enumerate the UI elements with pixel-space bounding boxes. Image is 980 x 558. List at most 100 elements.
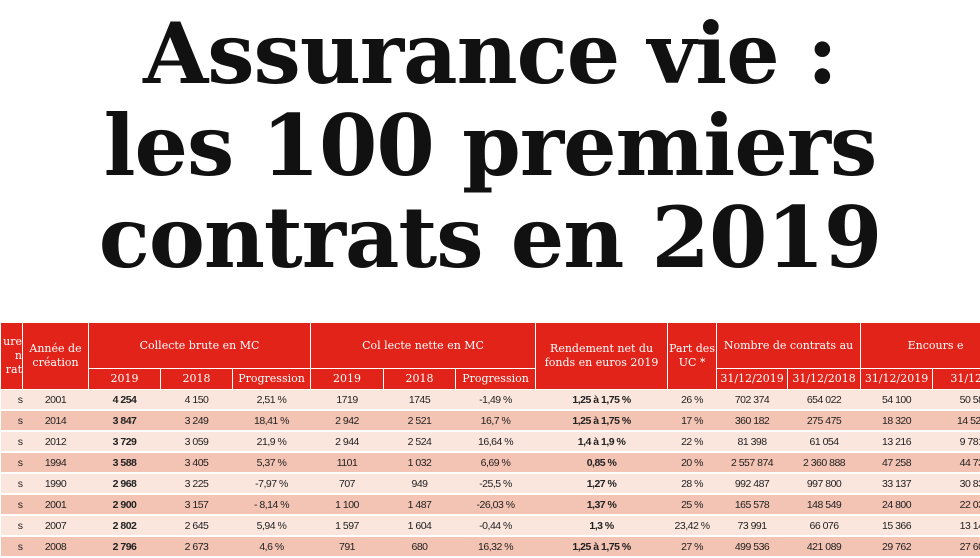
table-cell: 20 %: [668, 452, 717, 473]
table-cell: 4 150: [161, 390, 233, 411]
table-cell: 680: [384, 536, 456, 557]
table-cell: 2008: [23, 536, 89, 557]
table-cell: 29 762: [861, 536, 933, 557]
table-cell: 2 796: [89, 536, 161, 557]
table-cell: 421 089: [788, 536, 861, 557]
table-cell: 2 557 874: [717, 452, 788, 473]
table-cell: 2 944: [311, 431, 384, 452]
table-cell: 3 157: [161, 494, 233, 515]
table-cell: 0,85 %: [536, 452, 668, 473]
table-cell: -26,03 %: [456, 494, 536, 515]
page-title: Assurance vie : les 100 premiers contrat…: [0, 8, 980, 284]
table-cell: 3 588: [89, 452, 161, 473]
table-cell: 33 137: [861, 473, 933, 494]
table-cell: 50 58: [933, 390, 980, 411]
header-part-uc: Part des UC *: [668, 323, 717, 390]
table-cell: 949: [384, 473, 456, 494]
table-cell: 2 360 888: [788, 452, 861, 473]
table-cell: 1,25 à 1,75 %: [536, 410, 668, 431]
table-cell: 3 405: [161, 452, 233, 473]
header-collecte-brute: Collecte brute en MC: [89, 323, 311, 369]
table-cell: 16,32 %: [456, 536, 536, 557]
table-cell: 2001: [23, 494, 89, 515]
table-cell: 360 182: [717, 410, 788, 431]
table-cell: 61 054: [788, 431, 861, 452]
table-cell: 1 100: [311, 494, 384, 515]
table-cell: 21,9 %: [233, 431, 311, 452]
table-cell: 1,37 %: [536, 494, 668, 515]
table-cell: 9 781: [933, 431, 980, 452]
table-cell: 2 942: [311, 410, 384, 431]
table-cell: 707: [311, 473, 384, 494]
subheader-2018: 2018: [161, 369, 233, 390]
table-cell: 1 032: [384, 452, 456, 473]
table-cell: 13 14: [933, 515, 980, 536]
table-cell: 2 521: [384, 410, 456, 431]
table-cell: -7,97 %: [233, 473, 311, 494]
table-cell: 47 258: [861, 452, 933, 473]
table-cell: 14 524: [933, 410, 980, 431]
table-cell: 1,27 %: [536, 473, 668, 494]
table-cell: 44 73: [933, 452, 980, 473]
subheader-date-2018: 31/12/2: [933, 369, 980, 390]
table-cell: 3 729: [89, 431, 161, 452]
subheader-progression: Progression: [456, 369, 536, 390]
header-contract: ure n rat: [1, 323, 23, 390]
table-cell: 25 %: [668, 494, 717, 515]
table-cell: 28 %: [668, 473, 717, 494]
table-cell: s: [1, 515, 23, 536]
title-line: contrats en 2019: [0, 192, 980, 284]
header-collecte-nette: Col lecte nette en MC: [311, 323, 536, 369]
table-cell: s: [1, 473, 23, 494]
table-cell: 2 968: [89, 473, 161, 494]
table-cell: 4 254: [89, 390, 161, 411]
table-cell: 16,7 %: [456, 410, 536, 431]
table-cell: 24 800: [861, 494, 933, 515]
table-cell: 1,4 à 1,9 %: [536, 431, 668, 452]
table-cell: 997 800: [788, 473, 861, 494]
table-cell: 702 374: [717, 390, 788, 411]
header-annee: Année de création: [23, 323, 89, 390]
header-encours: Encours e: [861, 323, 980, 369]
table-cell: 18,41 %: [233, 410, 311, 431]
table-cell: 1 597: [311, 515, 384, 536]
table-cell: 1745: [384, 390, 456, 411]
title-line: Assurance vie :: [0, 8, 980, 100]
table-cell: s: [1, 410, 23, 431]
header-nombre-contrats: Nombre de contrats au: [717, 323, 861, 369]
table-cell: s: [1, 431, 23, 452]
subheader-2019: 2019: [311, 369, 384, 390]
table-cell: 13 216: [861, 431, 933, 452]
table-cell: 1990: [23, 473, 89, 494]
table-cell: 3 059: [161, 431, 233, 452]
table-cell: 1101: [311, 452, 384, 473]
table-cell: 22 %: [668, 431, 717, 452]
table-cell: 3 225: [161, 473, 233, 494]
table-cell: s: [1, 390, 23, 411]
table-cell: s: [1, 536, 23, 557]
table-cell: 165 578: [717, 494, 788, 515]
table-cell: -1,49 %: [456, 390, 536, 411]
table-cell: 654 022: [788, 390, 861, 411]
subheader-2019: 2019: [89, 369, 161, 390]
table-cell: 1 487: [384, 494, 456, 515]
table-cell: 4,6 %: [233, 536, 311, 557]
table-cell: 17 %: [668, 410, 717, 431]
table-cell: 22 03: [933, 494, 980, 515]
table-cell: 27 %: [668, 536, 717, 557]
table-cell: 27 60: [933, 536, 980, 557]
table-cell: 2 524: [384, 431, 456, 452]
table-cell: 2012: [23, 431, 89, 452]
table-cell: 1719: [311, 390, 384, 411]
subheader-date-2019: 31/12/2019: [717, 369, 788, 390]
table-cell: 5,37 %: [233, 452, 311, 473]
table-cell: 15 366: [861, 515, 933, 536]
table-cell: 5,94 %: [233, 515, 311, 536]
header-rendement: Rendement net du fonds en euros 2019: [536, 323, 668, 390]
table-cell: 6,69 %: [456, 452, 536, 473]
